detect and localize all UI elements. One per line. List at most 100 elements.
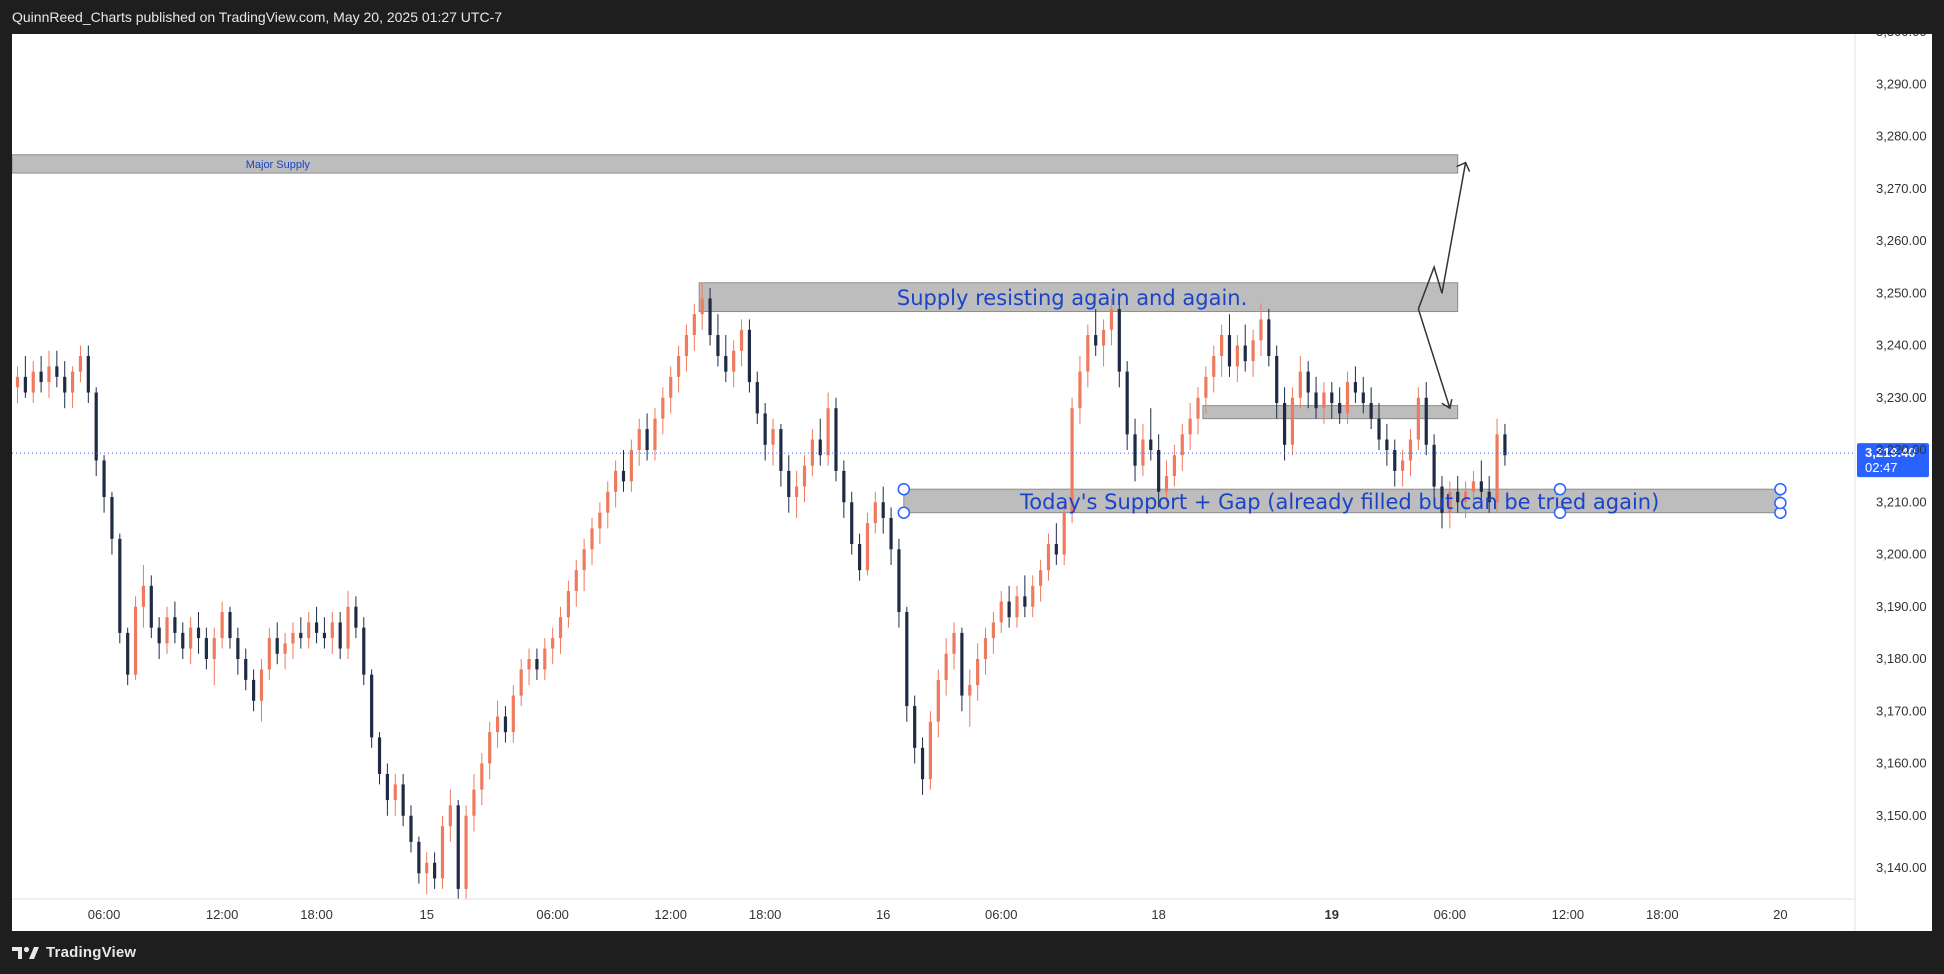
candle-body	[362, 627, 366, 675]
x-tick-label: 18	[1151, 907, 1165, 922]
y-axis: 3,300.00 3,290.00 3,280.00 3,270.00 3,260.00…	[1854, 34, 1927, 931]
candle	[1101, 319, 1106, 367]
candle-body	[401, 784, 405, 816]
candle	[39, 355, 43, 393]
candle	[614, 460, 618, 508]
candle	[283, 632, 287, 670]
footer: TradingView	[12, 931, 136, 974]
candle	[385, 763, 389, 816]
candle-body	[228, 611, 232, 639]
current-price-value: 3,219.40	[1865, 445, 1916, 460]
candle	[551, 627, 555, 665]
candle-body	[724, 355, 728, 372]
candle	[1432, 434, 1436, 503]
candle	[527, 648, 531, 686]
y-tick-label: 3,300.00	[1876, 34, 1927, 39]
candle-body	[1487, 491, 1491, 503]
candle	[377, 732, 382, 785]
y-tick-label: 3,170.00	[1876, 703, 1927, 718]
candle-body	[826, 408, 830, 456]
candle-body	[1149, 439, 1153, 450]
candle	[63, 361, 67, 409]
candle-body	[1259, 319, 1263, 341]
candle-body	[1212, 355, 1216, 377]
candle-body	[1023, 596, 1027, 607]
x-tick-label: 06:00	[536, 907, 569, 922]
candle-body	[991, 622, 995, 639]
candle-body	[1448, 491, 1452, 513]
candle	[566, 580, 570, 628]
candle-body	[1196, 397, 1200, 419]
candle-body	[393, 784, 397, 801]
candle	[621, 450, 626, 492]
candle-body	[464, 815, 468, 889]
candle	[173, 601, 177, 644]
candle-body	[267, 638, 271, 670]
candle-body	[1046, 544, 1051, 571]
candle-body	[212, 638, 216, 659]
candle-body	[1133, 434, 1137, 466]
tradingview-brand[interactable]: TradingView	[46, 944, 137, 961]
chart-panel[interactable]: Major Supply Supply resisting again and a…	[12, 34, 1932, 931]
candle-body	[1172, 455, 1176, 477]
candle-body	[1369, 402, 1373, 419]
x-tick-label: 15	[420, 907, 434, 922]
candle	[684, 324, 689, 372]
candle	[86, 345, 90, 403]
y-tick-label: 3,290.00	[1876, 76, 1927, 91]
candle-body	[960, 632, 964, 696]
candle	[149, 575, 153, 639]
y-tick-label: 3,250.00	[1876, 285, 1927, 300]
candle	[1275, 345, 1279, 419]
candle	[267, 627, 271, 680]
candle	[850, 491, 854, 555]
candle	[181, 622, 185, 659]
candle-body	[503, 716, 508, 733]
x-tick-label: 12:00	[654, 907, 687, 922]
candle-body	[1164, 476, 1169, 492]
candle	[795, 470, 799, 518]
x-tick-label: 20	[1773, 907, 1787, 922]
candle-body	[857, 544, 862, 571]
candle	[314, 606, 319, 644]
candle-body	[488, 732, 492, 764]
candle-body	[1345, 382, 1350, 414]
candle	[676, 345, 681, 393]
arrow-head-up	[1456, 161, 1471, 172]
candle	[1188, 402, 1192, 450]
candle-body	[566, 591, 570, 618]
candle	[472, 773, 476, 832]
candle-body	[23, 376, 27, 393]
candle	[1401, 450, 1405, 487]
x-axis: 06:00 12:00 18:00 15 06:00 12:00 18:00 16 06:00 1…	[12, 898, 1855, 922]
candle	[708, 288, 712, 346]
candle-body	[55, 366, 59, 377]
candle	[826, 392, 830, 466]
y-tick-label: 3,140.00	[1876, 860, 1927, 875]
candle-body	[173, 617, 177, 633]
tradingview-logo-icon[interactable]	[12, 945, 40, 961]
candle	[362, 617, 366, 686]
candle	[433, 852, 437, 889]
candle	[1361, 376, 1365, 414]
candle-body	[928, 721, 933, 780]
candle	[1282, 387, 1287, 461]
publish-header: QuinnReed_Charts published on TradingVie…	[12, 0, 502, 34]
x-tick-label: 19	[1325, 907, 1339, 922]
candle-body	[220, 611, 224, 639]
current-price-countdown: 02:47	[1865, 460, 1898, 475]
candle	[669, 366, 673, 414]
candle	[330, 611, 334, 654]
candle	[196, 611, 201, 654]
candle	[1149, 408, 1153, 461]
candle	[1314, 376, 1318, 419]
candle	[1007, 585, 1011, 628]
candle	[1377, 402, 1381, 450]
candle-body	[1275, 355, 1279, 403]
candle	[1495, 418, 1499, 513]
candle	[94, 387, 98, 477]
candlestick-chart[interactable]: Major Supply Supply resisting again and a…	[12, 34, 1932, 931]
candle-body	[15, 376, 20, 388]
candle	[881, 486, 885, 534]
candle	[905, 606, 909, 722]
